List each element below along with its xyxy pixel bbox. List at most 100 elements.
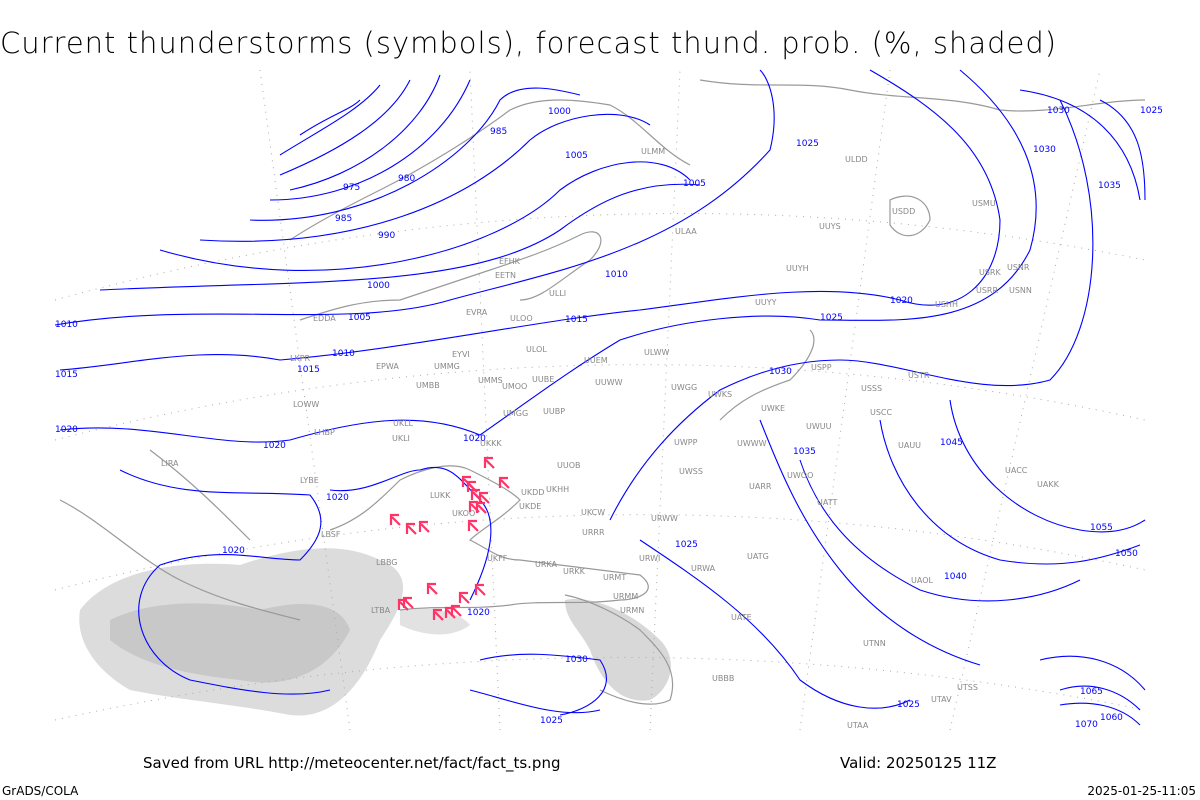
- station-label: UARR: [749, 482, 772, 491]
- station-label: LOWW: [293, 400, 319, 409]
- station-label: UWPP: [674, 438, 698, 447]
- isobar-label: 1030: [1047, 106, 1070, 116]
- isobar-label: 1005: [683, 179, 706, 189]
- isobar-label: 1020: [326, 493, 349, 503]
- isobar-label: 1030: [1033, 145, 1056, 155]
- station-label: UUYH: [786, 264, 809, 273]
- station-label: LTBA: [371, 606, 391, 615]
- station-label: USTR: [908, 371, 930, 380]
- isobar-label: 985: [335, 214, 352, 224]
- station-label: EPWA: [376, 362, 399, 371]
- isobar-label: 990: [378, 231, 395, 241]
- station-label: USPP: [811, 363, 832, 372]
- valid-time-text: Valid: 20250125 11Z: [840, 754, 997, 772]
- isobar-label: 1025: [675, 540, 698, 550]
- isobar-label: 1015: [55, 370, 78, 380]
- station-label: URMM: [613, 592, 638, 601]
- isobar-label: 985: [490, 127, 507, 137]
- thunderstorm-symbol-icon: [474, 583, 486, 596]
- station-label: UWUU: [806, 422, 832, 431]
- isobar-label: 1010: [605, 270, 628, 280]
- station-label: EFHK: [499, 257, 521, 266]
- station-label: ULLI: [549, 289, 566, 298]
- station-label: URMT: [603, 573, 626, 582]
- station-label: UATG: [747, 552, 769, 561]
- station-label: USDD: [892, 207, 915, 216]
- station-label: UAUU: [898, 441, 921, 450]
- isobar-label: 1025: [796, 139, 819, 149]
- isobar-label: 1005: [565, 151, 588, 161]
- isobar-label: 1070: [1075, 720, 1098, 730]
- station-label: URWW: [651, 514, 678, 523]
- station-label: UMMS: [478, 376, 503, 385]
- station-label: UWSS: [679, 467, 703, 476]
- station-label: ULAA: [675, 227, 697, 236]
- station-label: UACC: [1005, 466, 1028, 475]
- station-label: USNR: [1007, 263, 1030, 272]
- thunderstorm-symbol-icon: [389, 513, 401, 526]
- thunderstorm-symbol-icon: [426, 582, 438, 595]
- isobar-label: 1035: [793, 447, 816, 457]
- station-label: UAOL: [911, 576, 933, 585]
- isobar-label: 1025: [897, 700, 920, 710]
- station-label: UKDE: [519, 502, 541, 511]
- station-label: USNN: [1009, 286, 1032, 295]
- isobar-label: 1055: [1090, 523, 1113, 533]
- station-label: UKCW: [581, 508, 605, 517]
- station-label: UWKE: [761, 404, 785, 413]
- station-label: ULOL: [526, 345, 547, 354]
- timestamp-text: 2025-01-25-11:05: [1087, 784, 1196, 798]
- station-label: UUYS: [819, 222, 841, 231]
- station-label: LIRA: [161, 459, 179, 468]
- isobar-label: 1050: [1115, 549, 1138, 559]
- thunderstorm-symbol-icon: [498, 476, 510, 489]
- station-label: LHBP: [314, 428, 335, 437]
- station-label: UKKK: [480, 439, 502, 448]
- station-label: LKPR: [290, 354, 311, 363]
- thunderstorm-symbol-icon: [405, 522, 417, 535]
- station-label: UUYY: [755, 298, 777, 307]
- isobar-label: 1025: [820, 313, 843, 323]
- station-label: USSS: [861, 384, 882, 393]
- station-label: USRK: [979, 268, 1001, 277]
- station-label: UKLL: [393, 419, 414, 428]
- station-label: URWA: [691, 564, 716, 573]
- isobar-label: 1015: [297, 365, 320, 375]
- isobar-label: 1005: [348, 313, 371, 323]
- isobar-label: 1060: [1100, 713, 1123, 723]
- isobar-label: 1040: [944, 572, 967, 582]
- thunderstorm-symbols: [389, 456, 510, 621]
- station-label: URWI: [639, 554, 660, 563]
- station-label: UUBP: [543, 407, 565, 416]
- station-label: UTAV: [931, 695, 952, 704]
- station-label: UATT: [817, 498, 837, 507]
- isobar-label: 1030: [565, 655, 588, 665]
- station-label: UKLI: [392, 434, 410, 443]
- isobar-label: 1035: [1098, 181, 1121, 191]
- thunderstorm-symbol-icon: [458, 591, 470, 604]
- station-label: URKA: [535, 560, 558, 569]
- station-label: LUKK: [430, 491, 451, 500]
- isobar-label: 1020: [463, 434, 486, 444]
- isobar-label: 1010: [55, 320, 78, 330]
- station-label: ULDD: [845, 155, 868, 164]
- isobar-label: 1020: [263, 441, 286, 451]
- station-label: USHH: [935, 300, 958, 309]
- station-label: ULOO: [510, 314, 533, 323]
- station-label: UAKK: [1037, 480, 1060, 489]
- station-labels: LKPR EPWA UMMG EYVI EVRA ULOO ULOL UUEM …: [161, 147, 1060, 730]
- station-label: EYVI: [452, 350, 470, 359]
- thunderstorm-symbol-icon: [478, 491, 490, 504]
- isobar-label: 1065: [1080, 687, 1103, 697]
- thunderstorm-symbol-icon: [483, 456, 495, 469]
- isobar-label: 975: [343, 183, 360, 193]
- station-label: UTNN: [863, 639, 886, 648]
- source-url-text: Saved from URL http://meteocenter.net/fa…: [143, 754, 561, 772]
- station-label: UKHH: [546, 485, 569, 494]
- thunderstorm-symbol-icon: [475, 501, 487, 514]
- station-label: LYBE: [300, 476, 319, 485]
- station-label: LBSF: [321, 530, 341, 539]
- station-label: UWGG: [671, 383, 697, 392]
- station-label: UMMG: [434, 362, 460, 371]
